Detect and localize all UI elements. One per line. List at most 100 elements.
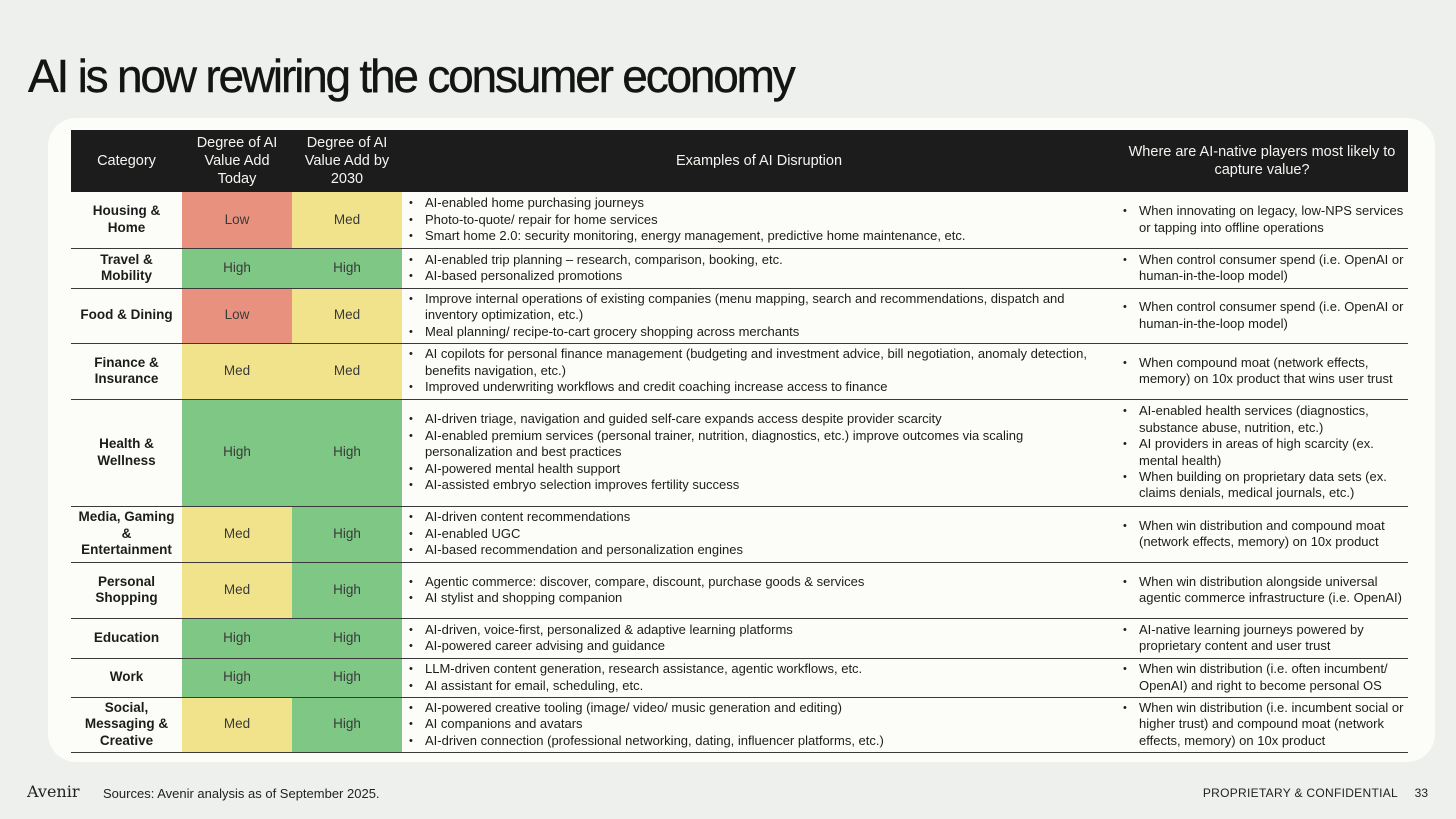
where-item: When compound moat (network effects, mem… xyxy=(1122,355,1404,388)
where-cell: When win distribution alongside universa… xyxy=(1116,562,1408,619)
where-item: When control consumer spend (i.e. OpenAI… xyxy=(1122,252,1404,285)
where-cell: AI-native learning journeys powered by p… xyxy=(1116,618,1408,659)
table-row: Travel & MobilityHighHighAI-enabled trip… xyxy=(71,248,1408,289)
category-cell: Travel & Mobility xyxy=(71,248,182,289)
value-today-cell: Med xyxy=(182,343,292,400)
category-cell: Food & Dining xyxy=(71,288,182,344)
where-cell: When control consumer spend (i.e. OpenAI… xyxy=(1116,288,1408,344)
sources-note: Sources: Avenir analysis as of September… xyxy=(103,786,380,801)
category-cell: Health & Wellness xyxy=(71,399,182,507)
table-row: WorkHighHighLLM-driven content generatio… xyxy=(71,658,1408,698)
where-item: When control consumer spend (i.e. OpenAI… xyxy=(1122,299,1404,332)
where-cell: When win distribution (i.e. incumbent so… xyxy=(1116,697,1408,753)
where-list: When win distribution (i.e. often incumb… xyxy=(1122,661,1404,694)
where-cell: AI-enabled health services (diagnostics,… xyxy=(1116,399,1408,507)
examples-cell: LLM-driven content generation, research … xyxy=(402,658,1116,698)
table-row: EducationHighHighAI-driven, voice-first,… xyxy=(71,618,1408,659)
example-item: AI-enabled UGC xyxy=(408,526,1112,543)
example-item: AI-driven, voice-first, personalized & a… xyxy=(408,622,1112,639)
examples-list: AI copilots for personal finance managem… xyxy=(408,346,1112,396)
value-2030-cell: High xyxy=(292,506,402,563)
example-item: AI-based recommendation and personalizat… xyxy=(408,542,1112,559)
where-item: When win distribution (i.e. often incumb… xyxy=(1122,661,1404,694)
where-list: When control consumer spend (i.e. OpenAI… xyxy=(1122,252,1404,285)
where-cell: When win distribution and compound moat … xyxy=(1116,506,1408,563)
where-cell: When control consumer spend (i.e. OpenAI… xyxy=(1116,248,1408,289)
where-list: When win distribution alongside universa… xyxy=(1122,574,1404,607)
where-list: When innovating on legacy, low-NPS servi… xyxy=(1122,203,1404,236)
example-item: AI companions and avatars xyxy=(408,716,1112,733)
value-today-cell: Low xyxy=(182,288,292,344)
example-item: AI-enabled home purchasing journeys xyxy=(408,195,1112,212)
where-list: When win distribution (i.e. incumbent so… xyxy=(1122,700,1404,749)
value-today-cell: Med xyxy=(182,697,292,753)
example-item: AI-powered mental health support xyxy=(408,461,1112,478)
value-today-cell: High xyxy=(182,658,292,698)
category-cell: Housing & Home xyxy=(71,192,182,249)
where-list: AI-enabled health services (diagnostics,… xyxy=(1122,403,1404,501)
table-row: Health & WellnessHighHighAI-driven triag… xyxy=(71,399,1408,507)
where-item: AI providers in areas of high scarcity (… xyxy=(1122,436,1404,469)
examples-list: Improve internal operations of existing … xyxy=(408,291,1112,341)
example-item: LLM-driven content generation, research … xyxy=(408,661,1112,678)
header-where: Where are AI-native players most likely … xyxy=(1116,130,1408,192)
value-2030-cell: Med xyxy=(292,192,402,249)
category-cell: Finance & Insurance xyxy=(71,343,182,400)
page-number: 33 xyxy=(1414,786,1428,800)
category-cell: Work xyxy=(71,658,182,698)
where-item: AI-native learning journeys powered by p… xyxy=(1122,622,1404,655)
header-value-2030: Degree of AI Value Add by 2030 xyxy=(292,130,402,192)
table-row: Food & DiningLowMedImprove internal oper… xyxy=(71,288,1408,344)
example-item: Photo-to-quote/ repair for home services xyxy=(408,212,1112,229)
value-2030-cell: High xyxy=(292,399,402,507)
header-examples: Examples of AI Disruption xyxy=(402,130,1116,192)
value-2030-cell: High xyxy=(292,618,402,659)
example-item: AI assistant for email, scheduling, etc. xyxy=(408,678,1112,695)
example-item: AI-assisted embryo selection improves fe… xyxy=(408,477,1112,494)
category-cell: Education xyxy=(71,618,182,659)
examples-list: Agentic commerce: discover, compare, dis… xyxy=(408,574,1112,607)
examples-cell: AI-enabled home purchasing journeysPhoto… xyxy=(402,192,1116,249)
header-value-today: Degree of AI Value Add Today xyxy=(182,130,292,192)
table-body: Housing & HomeLowMedAI-enabled home purc… xyxy=(71,192,1408,753)
header-category: Category xyxy=(71,130,182,192)
example-item: AI-driven content recommendations xyxy=(408,509,1112,526)
value-today-cell: High xyxy=(182,399,292,507)
examples-list: LLM-driven content generation, research … xyxy=(408,661,1112,694)
table-row: Finance & InsuranceMedMedAI copilots for… xyxy=(71,343,1408,400)
slide-title: AI is now rewiring the consumer economy xyxy=(28,50,796,102)
examples-cell: AI-enabled trip planning – research, com… xyxy=(402,248,1116,289)
table-row: Media, Gaming & EntertainmentMedHighAI-d… xyxy=(71,506,1408,563)
example-item: Improved underwriting workflows and cred… xyxy=(408,379,1112,396)
examples-list: AI-powered creative tooling (image/ vide… xyxy=(408,700,1112,750)
examples-cell: AI-powered creative tooling (image/ vide… xyxy=(402,697,1116,753)
example-item: AI-based personalized promotions xyxy=(408,268,1112,285)
where-list: AI-native learning journeys powered by p… xyxy=(1122,622,1404,655)
value-today-cell: Low xyxy=(182,192,292,249)
example-item: AI-enabled trip planning – research, com… xyxy=(408,252,1112,269)
example-item: AI-powered career advising and guidance xyxy=(408,638,1112,655)
examples-cell: AI-driven content recommendationsAI-enab… xyxy=(402,506,1116,563)
disruption-table: Category Degree of AI Value Add Today De… xyxy=(71,130,1408,753)
category-cell: Social, Messaging & Creative xyxy=(71,697,182,753)
where-item: AI-enabled health services (diagnostics,… xyxy=(1122,403,1404,436)
value-today-cell: High xyxy=(182,248,292,289)
where-item: When innovating on legacy, low-NPS servi… xyxy=(1122,203,1404,236)
example-item: AI-driven triage, navigation and guided … xyxy=(408,411,1112,428)
examples-cell: AI-driven triage, navigation and guided … xyxy=(402,399,1116,507)
example-item: Agentic commerce: discover, compare, dis… xyxy=(408,574,1112,591)
examples-list: AI-driven content recommendationsAI-enab… xyxy=(408,509,1112,559)
examples-cell: Improve internal operations of existing … xyxy=(402,288,1116,344)
example-item: Smart home 2.0: security monitoring, ene… xyxy=(408,228,1112,245)
value-2030-cell: Med xyxy=(292,288,402,344)
table-header-row: Category Degree of AI Value Add Today De… xyxy=(71,130,1408,192)
example-item: Meal planning/ recipe-to-cart grocery sh… xyxy=(408,324,1112,341)
where-cell: When win distribution (i.e. often incumb… xyxy=(1116,658,1408,698)
where-cell: When compound moat (network effects, mem… xyxy=(1116,343,1408,400)
example-item: AI copilots for personal finance managem… xyxy=(408,346,1112,379)
confidential-label: PROPRIETARY & CONFIDENTIAL xyxy=(1202,786,1398,800)
where-item: When win distribution (i.e. incumbent so… xyxy=(1122,700,1404,749)
value-2030-cell: High xyxy=(292,697,402,753)
